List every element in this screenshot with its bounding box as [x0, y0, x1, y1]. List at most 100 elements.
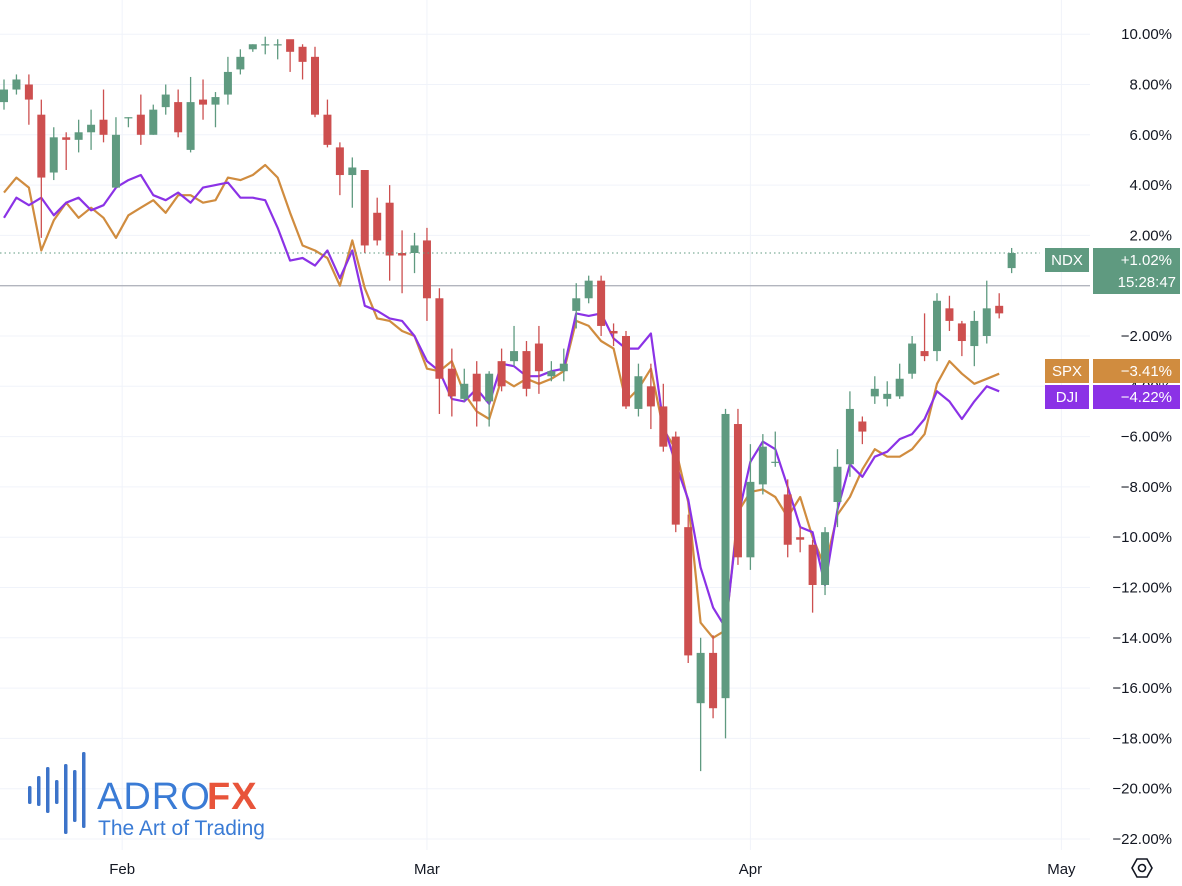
candle-body — [161, 94, 170, 108]
candle-body — [174, 102, 183, 133]
candle-body — [908, 343, 917, 374]
candle-down — [622, 330, 630, 409]
settings-icon[interactable] — [1131, 858, 1153, 878]
candle-up — [111, 117, 120, 188]
candle-up — [870, 376, 879, 404]
price-label-ndx: NDX +1.02% 15:28:47 — [1045, 248, 1180, 294]
candle-body — [460, 383, 469, 399]
candle-down — [684, 514, 693, 663]
candle-body — [223, 71, 232, 95]
candle-down — [199, 79, 208, 120]
y-tick-label: 6.00% — [1129, 127, 1172, 144]
candle-body — [572, 298, 581, 311]
candle-down — [37, 99, 46, 238]
candle-body — [360, 170, 369, 246]
candle-body — [920, 351, 929, 357]
price-label-time: 15:28:47 — [1118, 274, 1176, 291]
candle-body — [858, 421, 867, 432]
candle-down — [99, 89, 108, 143]
candle-body — [12, 79, 21, 90]
candle-up — [236, 49, 245, 75]
candle-body — [671, 436, 680, 525]
candle-body — [995, 305, 1004, 314]
candle-up — [559, 348, 568, 382]
candle-body — [957, 323, 966, 342]
candle-body — [833, 466, 842, 502]
candle-up — [547, 361, 556, 382]
price-label-name-bg — [1045, 385, 1089, 409]
candle-up — [584, 275, 593, 304]
candle-body — [634, 376, 643, 409]
logo-brand-fx: FX — [207, 776, 258, 818]
candle-body — [311, 56, 319, 115]
y-tick-label: −16.00% — [1112, 680, 1172, 697]
candle-down — [472, 361, 481, 427]
candle-down — [435, 288, 444, 414]
logo-bars-icon — [28, 752, 86, 834]
candle-up — [273, 39, 282, 60]
candle-body — [335, 147, 344, 176]
candle-up — [833, 449, 842, 528]
candle-body — [385, 202, 394, 256]
candle-up — [49, 127, 58, 181]
candle-body — [895, 378, 904, 397]
candle-up — [721, 408, 730, 739]
y-axis[interactable]: 10.00%8.00%6.00%4.00%2.00%−2.00%−4.00%−6… — [1112, 26, 1172, 848]
candle-up — [223, 56, 232, 105]
candle-up — [883, 381, 892, 407]
candle-body — [534, 343, 543, 372]
candle-body — [87, 124, 96, 133]
candle-body — [298, 46, 307, 62]
y-tick-label: 8.00% — [1129, 77, 1172, 94]
candle-up — [348, 157, 357, 208]
candle-down — [298, 44, 307, 80]
candle-up — [572, 283, 581, 329]
logo-tagline: The Art of Trading — [98, 817, 265, 840]
candle-up — [845, 391, 854, 477]
candle-body — [982, 308, 991, 336]
y-tick-label: −2.00% — [1121, 328, 1172, 345]
candle-body — [646, 386, 655, 407]
x-axis[interactable]: Feb Mar Apr May — [109, 861, 1076, 878]
candle-body — [684, 527, 693, 656]
candle-body — [559, 363, 568, 372]
candle-body — [497, 361, 506, 387]
adrofx-logo: ADRO FX The Art of Trading — [28, 752, 265, 840]
candle-up — [0, 79, 8, 110]
candle-down — [398, 230, 407, 294]
candle-up — [758, 434, 767, 495]
candle-up — [124, 117, 133, 128]
candle-down — [709, 635, 718, 719]
candle-body — [373, 212, 382, 241]
candle-up — [895, 363, 904, 399]
candle-body — [1007, 253, 1016, 269]
candle-body — [472, 373, 481, 402]
y-tick-label: −22.00% — [1112, 831, 1172, 848]
candle-up — [982, 280, 991, 344]
candle-up — [908, 336, 917, 379]
candle-body — [99, 119, 108, 135]
candle-down — [796, 527, 805, 553]
price-labels: NDX +1.02% 15:28:47 SPX −3.41% DJI −4.22% — [1045, 248, 1180, 409]
candle-body — [758, 446, 767, 485]
candle-body — [49, 137, 58, 173]
candle-down — [659, 383, 668, 452]
candle-body — [845, 408, 854, 465]
price-label-spx: SPX −3.41% — [1045, 359, 1180, 383]
candle-body — [410, 245, 419, 254]
y-tick-label: −18.00% — [1112, 730, 1172, 747]
candle-down — [286, 39, 295, 72]
candle-down — [136, 94, 145, 145]
candle-body — [236, 56, 245, 70]
x-tick-label: May — [1047, 861, 1076, 878]
candle-body — [721, 413, 730, 699]
candle-body — [447, 368, 456, 397]
y-tick-label: −14.00% — [1112, 630, 1172, 647]
candle-body — [485, 373, 494, 402]
candle-body — [186, 102, 195, 150]
price-label-value: +1.02% — [1121, 252, 1172, 269]
y-tick-label: −20.00% — [1112, 781, 1172, 798]
candle-body — [111, 134, 120, 188]
candle-body — [696, 652, 705, 704]
